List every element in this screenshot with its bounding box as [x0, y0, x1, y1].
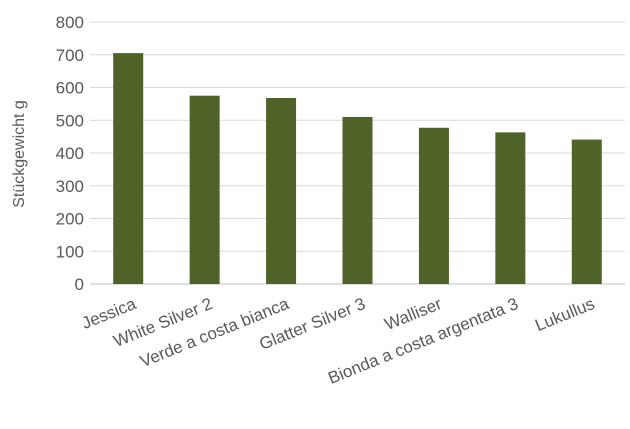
- y-axis-ticks: 0 100 200 300 400 500 600 700 800: [56, 13, 84, 294]
- bar: [113, 53, 144, 284]
- y-tick-label: 0: [75, 275, 84, 294]
- y-tick-label: 700: [56, 46, 84, 65]
- y-tick-label: 100: [56, 242, 84, 261]
- y-tick-label: 400: [56, 144, 84, 163]
- bar: [189, 95, 220, 284]
- x-category-label: Lukullus: [532, 294, 597, 335]
- bar: [342, 116, 373, 284]
- bar: [418, 127, 449, 284]
- y-tick-label: 300: [56, 177, 84, 196]
- bar: [495, 132, 526, 284]
- y-axis-title: Stückgewicht g: [11, 100, 28, 208]
- y-tick-label: 800: [56, 13, 84, 32]
- y-tick-label: 500: [56, 111, 84, 130]
- y-tick-label: 200: [56, 210, 84, 229]
- y-tick-label: 600: [56, 79, 84, 98]
- bar: [266, 97, 297, 284]
- bar: [571, 139, 602, 284]
- bars: [113, 53, 602, 284]
